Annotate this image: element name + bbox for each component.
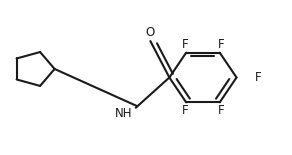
Text: F: F [181, 38, 188, 51]
Text: F: F [255, 71, 262, 84]
Text: O: O [146, 26, 155, 39]
Text: F: F [218, 38, 225, 51]
Text: NH: NH [115, 107, 132, 120]
Text: F: F [218, 104, 225, 117]
Text: F: F [181, 104, 188, 117]
